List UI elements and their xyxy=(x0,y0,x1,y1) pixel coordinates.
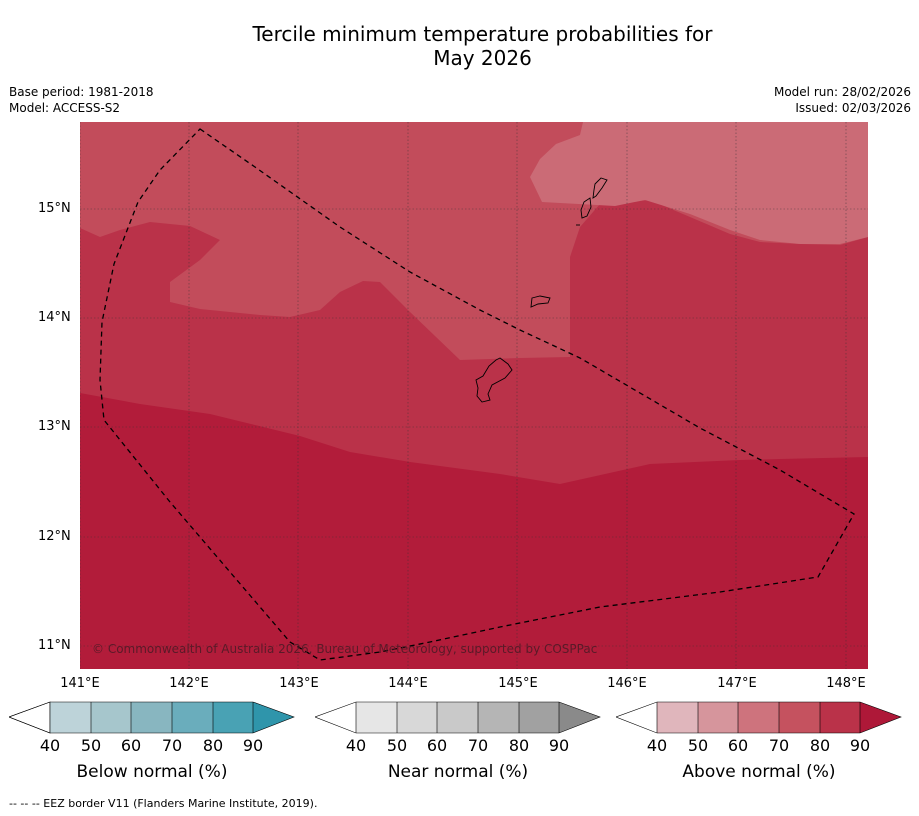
colorbar-below-normal: 40 50 60 70 80 90 Below normal (%) xyxy=(8,700,295,782)
island-rota xyxy=(530,295,551,308)
cbar-above-tick-50: 50 xyxy=(687,736,709,755)
eez-border xyxy=(99,128,855,661)
graticule xyxy=(80,122,868,669)
cbar-below-seg-2 xyxy=(91,702,131,733)
cbar-below-seg-6 xyxy=(253,702,294,733)
cbar-above-label: Above normal (%) xyxy=(682,762,836,782)
cbar-above-seg-3 xyxy=(738,702,779,733)
colorbar-near-svg xyxy=(314,701,601,734)
lon-label-141e: 141°E xyxy=(60,676,100,691)
cbar-below-label: Below normal (%) xyxy=(76,762,228,782)
issued-date: Issued: 02/03/2026 xyxy=(795,101,911,115)
chart-title: Tercile minimum temperature probabilitie… xyxy=(0,22,919,70)
lon-label-146e: 146°E xyxy=(607,676,647,691)
lat-label-13n: 13°N xyxy=(38,419,71,434)
cbar-near-tick-50: 50 xyxy=(386,736,408,755)
cbar-near-seg-5 xyxy=(519,702,559,733)
cbar-below-tick-60: 60 xyxy=(120,736,142,755)
cbar-above-tick-90: 90 xyxy=(849,736,871,755)
cbar-below-tick-40: 40 xyxy=(39,736,61,755)
region-above-60-70 xyxy=(530,122,868,244)
cbar-near-seg-3 xyxy=(437,702,478,733)
colorbar-near-normal: 40 50 60 70 80 90 Near normal (%) xyxy=(314,700,601,782)
title-line-2: May 2026 xyxy=(433,46,532,70)
cbar-above-seg-5 xyxy=(820,702,860,733)
cbar-above-seg-1 xyxy=(657,702,698,733)
title-line-1: Tercile minimum temperature probabilitie… xyxy=(252,22,713,46)
cbar-near-label: Near normal (%) xyxy=(387,762,529,782)
cbar-above-tick-60: 60 xyxy=(727,736,749,755)
cbar-near-tick-60: 60 xyxy=(426,736,448,755)
cbar-near-tick-80: 80 xyxy=(508,736,530,755)
cbar-below-tick-90: 90 xyxy=(242,736,264,755)
cbar-below-tick-50: 50 xyxy=(80,736,102,755)
cbar-below-tick-70: 70 xyxy=(161,736,183,755)
cbar-above-tick-70: 70 xyxy=(768,736,790,755)
cbar-near-tick-70: 70 xyxy=(467,736,489,755)
meta-right: Model run: 28/02/2026 Issued: 02/03/2026 xyxy=(774,84,911,116)
copyright-text: © Commonwealth of Australia 2026, Bureau… xyxy=(92,642,598,656)
colorbar-below-svg xyxy=(8,701,295,734)
cbar-near-seg-0 xyxy=(315,702,356,733)
cbar-below-tick-80: 80 xyxy=(202,736,224,755)
cbar-above-tick-40: 40 xyxy=(646,736,668,755)
model-run: Model run: 28/02/2026 xyxy=(773,85,911,99)
colorbar-above-svg xyxy=(615,701,902,734)
lat-label-11n: 11°N xyxy=(38,638,71,653)
lon-label-142e: 142°E xyxy=(169,676,209,691)
lat-label-15n: 15°N xyxy=(38,201,71,216)
lon-label-145e: 145°E xyxy=(498,676,538,691)
lat-label-14n: 14°N xyxy=(38,310,71,325)
colorbar-above-normal: 40 50 60 70 80 90 Above normal (%) xyxy=(615,700,902,782)
lon-label-147e: 147°E xyxy=(717,676,757,691)
cbar-below-seg-5 xyxy=(213,702,253,733)
cbar-below-seg-1 xyxy=(50,702,91,733)
cbar-below-seg-0 xyxy=(8,701,51,734)
island-guam xyxy=(475,357,513,403)
lon-label-148e: 148°E xyxy=(826,676,866,691)
cbar-above-seg-6 xyxy=(860,702,901,733)
islands xyxy=(475,177,608,403)
cbar-above-seg-0 xyxy=(616,702,657,733)
cbar-below-seg-3 xyxy=(131,702,172,733)
cbar-near-tick-40: 40 xyxy=(345,736,367,755)
cbar-below-seg-4 xyxy=(172,702,213,733)
cbar-near-seg-1 xyxy=(356,702,397,733)
map-svg xyxy=(80,122,868,669)
model-name: Model: ACCESS-S2 xyxy=(9,101,121,115)
cbar-near-tick-90: 90 xyxy=(548,736,570,755)
lon-label-143e: 143°E xyxy=(279,676,319,691)
map-panel[interactable]: © Commonwealth of Australia 2026, Bureau… xyxy=(80,122,868,669)
cbar-above-seg-4 xyxy=(779,702,820,733)
lon-label-144e: 144°E xyxy=(388,676,428,691)
cbar-near-seg-2 xyxy=(397,702,437,733)
cbar-above-seg-2 xyxy=(698,702,738,733)
eez-footnote: -- -- -- EEZ border V11 (Flanders Marine… xyxy=(9,797,318,810)
island-tinian xyxy=(580,197,592,219)
base-period: Base period: 1981-2018 xyxy=(9,85,154,99)
island-saipan xyxy=(592,177,608,199)
lat-label-12n: 12°N xyxy=(38,529,71,544)
cbar-near-seg-4 xyxy=(478,702,519,733)
meta-left: Base period: 1981-2018 Model: ACCESS-S2 xyxy=(9,84,154,116)
cbar-above-tick-80: 80 xyxy=(809,736,831,755)
cbar-near-seg-6 xyxy=(559,702,600,733)
